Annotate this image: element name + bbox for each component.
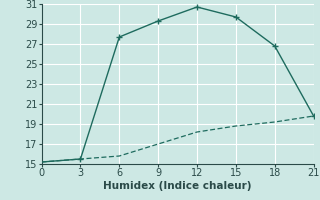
X-axis label: Humidex (Indice chaleur): Humidex (Indice chaleur) xyxy=(103,181,252,191)
